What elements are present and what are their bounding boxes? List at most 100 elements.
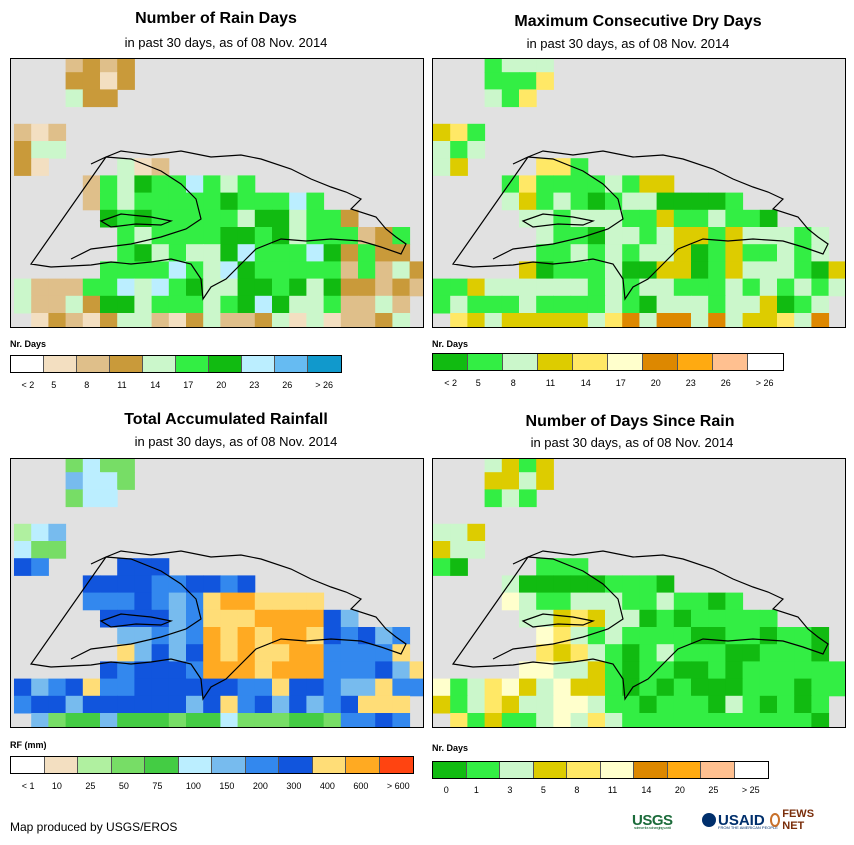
grid-cell [484, 278, 503, 297]
grid-cell [536, 72, 554, 90]
grid-cell [323, 295, 342, 314]
grid-cell [358, 313, 376, 327]
usaid-seal-icon [702, 813, 716, 827]
grid-cell [587, 575, 606, 594]
grid-cell [375, 627, 393, 645]
grid-cell [501, 459, 520, 473]
usaid-logo[interactable]: USAID FROM THE AMERICAN PEOPLE [702, 808, 778, 832]
grid-cell [742, 661, 761, 680]
grid-cell [794, 227, 812, 245]
panel-subtitle: in past 30 days, as of 08 Nov. 2014 [134, 434, 338, 449]
grid-cell [553, 575, 572, 594]
grid-cell [639, 678, 658, 697]
grid-cell [65, 459, 84, 473]
grid-cell [725, 227, 744, 245]
panel-title: Number of Rain Days [135, 10, 297, 27]
grid-cell [536, 295, 554, 314]
grid-cell [639, 609, 658, 628]
grid-cell [605, 644, 623, 662]
fews-net-logo[interactable]: FEWS NET [770, 808, 818, 832]
grid-cell [409, 278, 423, 297]
grid-cell [203, 192, 221, 211]
grid-cell [48, 141, 67, 159]
grid-cell [605, 227, 623, 245]
grid-cell [656, 609, 675, 628]
grid-cell [777, 627, 795, 645]
grid-cell [742, 678, 761, 697]
legend-tick-label: 23 [249, 380, 260, 390]
grid-cell [65, 695, 84, 714]
legend-swatch [678, 354, 713, 370]
grid-cell [811, 313, 830, 327]
grid-cell [272, 609, 290, 628]
grid-cell [673, 261, 692, 280]
legend-tick-label: 75 [152, 781, 163, 791]
grid-cell [237, 644, 256, 662]
grid-cell [117, 695, 135, 714]
grid-cell [220, 313, 239, 327]
grid-cell [484, 489, 503, 508]
coastline [29, 150, 407, 301]
grid-cell [759, 627, 778, 645]
grid-cell [31, 295, 49, 314]
usgs-logo[interactable]: USGS science for a changing world [632, 808, 673, 832]
grid-cell [272, 695, 290, 714]
grid-cell [117, 59, 135, 73]
grid-cell [742, 644, 761, 662]
grid-cell [272, 209, 290, 228]
grid-cell [323, 313, 342, 327]
grid-cell [639, 661, 658, 680]
grid-cell [725, 713, 744, 727]
grid-cell [587, 244, 606, 262]
grid-cell [570, 644, 589, 662]
grid-cell [587, 678, 606, 697]
grid-cell [691, 192, 709, 211]
grid-cell [656, 295, 675, 314]
grid-cell [725, 313, 744, 327]
grid-cell [587, 295, 606, 314]
grid-cell [708, 678, 726, 697]
grid-cell [48, 678, 67, 697]
grid-cell [691, 261, 709, 280]
grid-cell [306, 678, 325, 697]
grid-cell [467, 278, 486, 297]
grid-cell [220, 295, 239, 314]
panel-title: Number of Days Since Rain [525, 413, 735, 430]
grid-cell [484, 459, 503, 473]
grid-cell [519, 72, 537, 90]
grid-cell [622, 313, 640, 327]
grid-cell [289, 627, 307, 645]
grid-cell [828, 678, 845, 697]
grid-cell [82, 175, 101, 194]
grid-cell [587, 592, 606, 611]
grid-cell [553, 695, 572, 714]
grid-cell [656, 713, 675, 727]
grid-cell [340, 244, 359, 262]
grid-cell [433, 278, 451, 297]
grid-cell [570, 261, 589, 280]
grid-cell [708, 661, 726, 680]
grid-cell [725, 592, 744, 611]
grid-cell [358, 627, 376, 645]
grid-cell [708, 278, 726, 297]
grid-cell [570, 175, 589, 194]
grid-cell [519, 313, 537, 327]
grid-cell [82, 678, 101, 697]
grid-cell [392, 261, 411, 280]
grid-cell [587, 644, 606, 662]
grid-cell [82, 72, 101, 90]
grid-cell [168, 261, 187, 280]
grid-cell [656, 644, 675, 662]
grid-cell [306, 644, 325, 662]
grid-cell [553, 713, 572, 727]
coastline [451, 550, 829, 701]
grid-cell [673, 313, 692, 327]
grid-cell [777, 313, 795, 327]
grid-cell [100, 592, 118, 611]
grid-cell [467, 141, 486, 159]
grid-cell [203, 575, 221, 594]
grid-cell [117, 227, 135, 245]
grid-cell [587, 175, 606, 194]
legend-swatch [734, 762, 768, 778]
grid-cell [467, 295, 486, 314]
